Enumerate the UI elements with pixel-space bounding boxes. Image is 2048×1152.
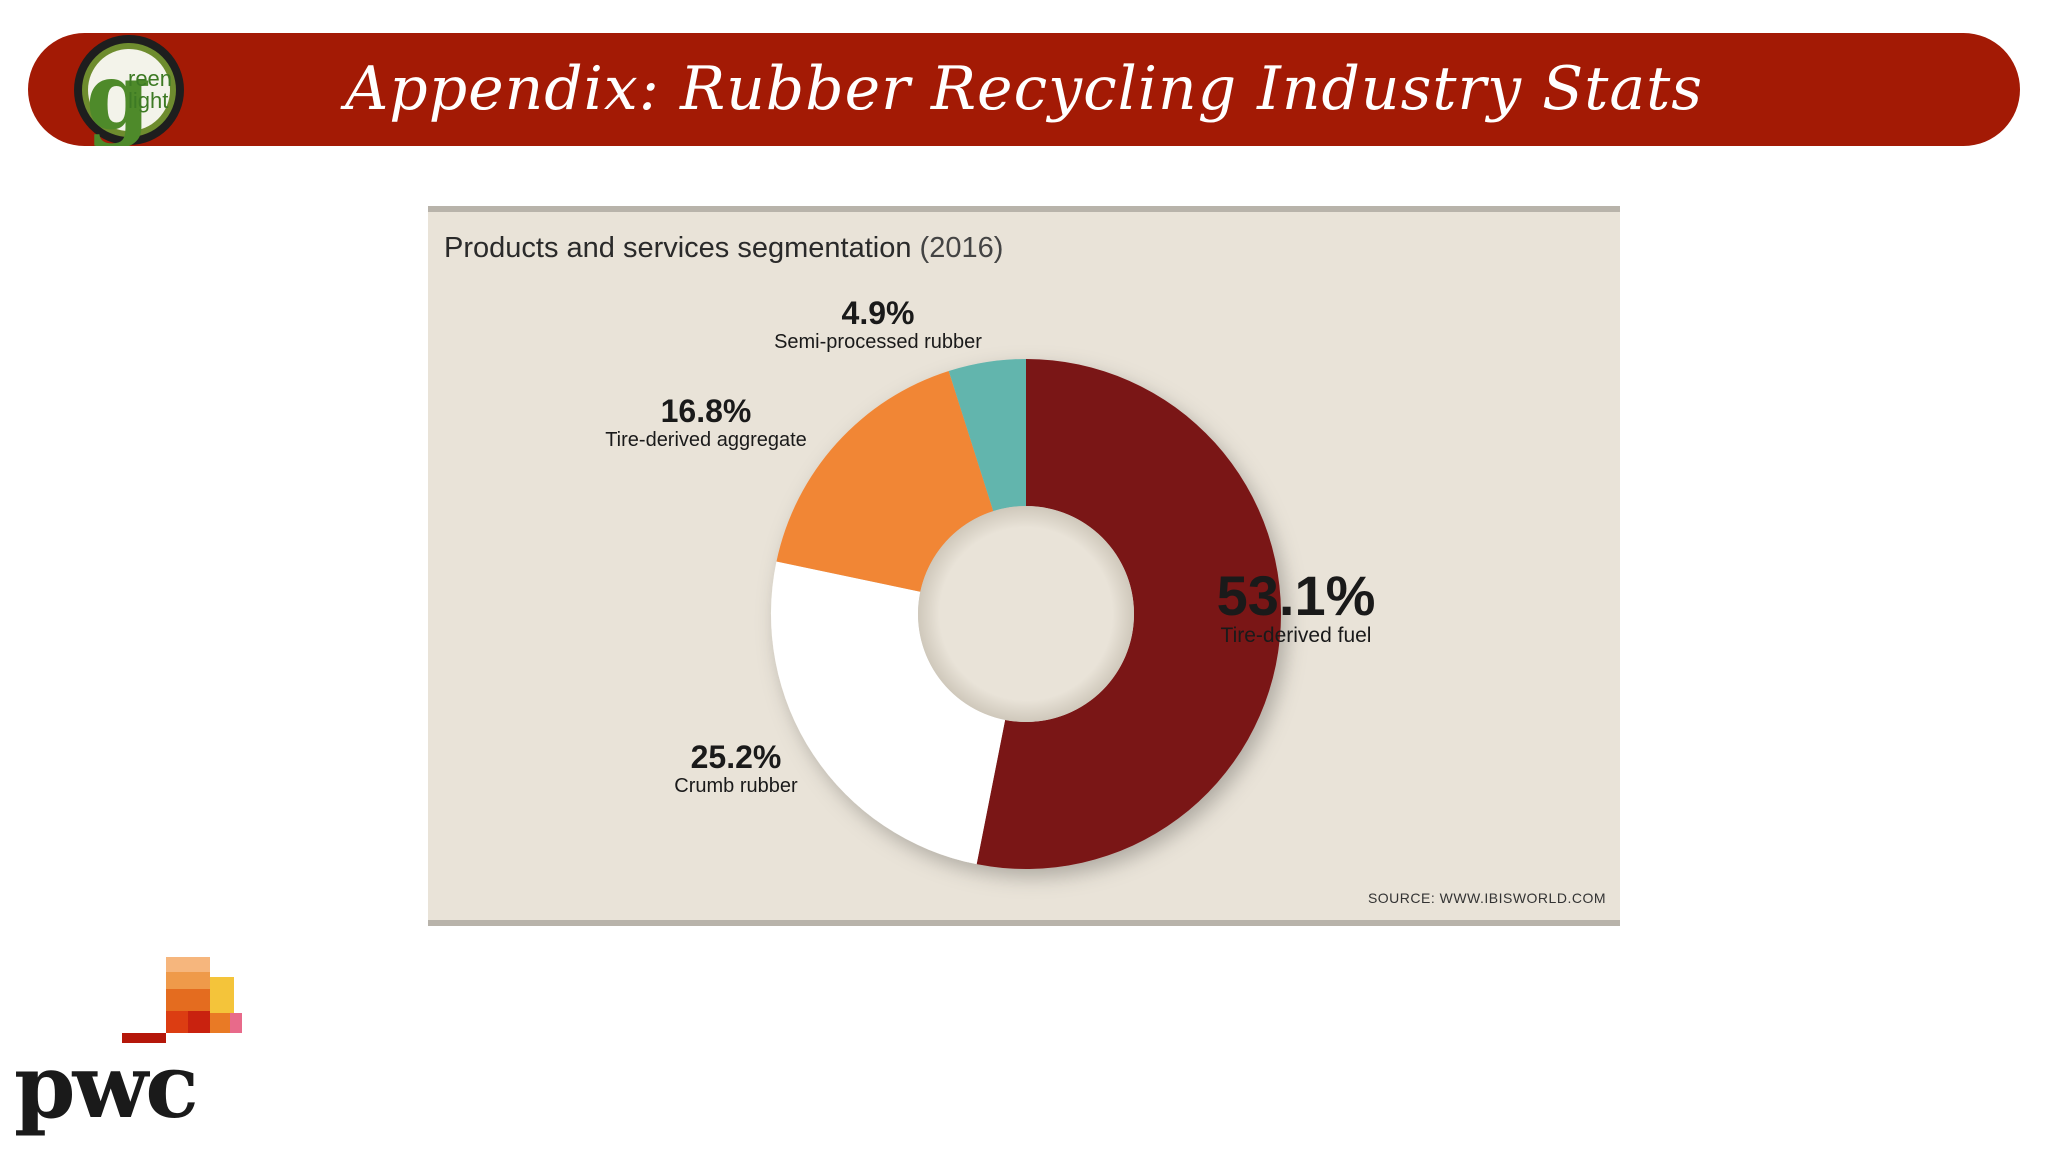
logo-line1: reen xyxy=(128,66,172,91)
label-semi-processed-rubber: 4.9% Semi-processed rubber xyxy=(774,295,982,353)
logo-line2: light xyxy=(128,88,168,113)
chart-panel: Products and services segmentation (2016… xyxy=(428,206,1620,926)
pct-tire-derived-aggregate: 16.8% xyxy=(661,393,752,429)
pct-semi-processed-rubber: 4.9% xyxy=(842,295,915,331)
logo-letter: g xyxy=(86,42,150,146)
slice-crumb-rubber xyxy=(771,561,1006,865)
chart-title: Products and services segmentation (2016… xyxy=(444,232,1003,265)
label-tire-derived-fuel: 53.1% Tire-derived fuel xyxy=(1217,564,1376,647)
slide-title: Appendix: Rubber Recycling Industry Stat… xyxy=(344,54,1704,124)
pwc-logo: pwc xyxy=(14,957,242,1138)
name-semi-processed-rubber: Semi-processed rubber xyxy=(774,331,982,353)
slice-tire-derived-aggregate xyxy=(776,370,994,592)
name-tire-derived-aggregate: Tire-derived aggregate xyxy=(605,429,807,451)
greenlight-logo: g reen light xyxy=(74,35,184,146)
slice-tire-derived-fuel xyxy=(976,359,1281,869)
slice-semi-processed-rubber xyxy=(948,359,1026,512)
pct-crumb-rubber: 25.2% xyxy=(691,739,782,775)
header-bar xyxy=(28,33,2020,146)
name-tire-derived-fuel: Tire-derived fuel xyxy=(1221,624,1372,647)
name-crumb-rubber: Crumb rubber xyxy=(674,775,798,797)
chart-title-year: (2016) xyxy=(919,232,1004,264)
donut-chart: 53.1% Tire-derived fuel 25.2% Crumb rubb… xyxy=(605,295,1376,869)
label-tire-derived-aggregate: 16.8% Tire-derived aggregate xyxy=(605,393,807,451)
donut-hole xyxy=(918,506,1134,722)
pct-tire-derived-fuel: 53.1% xyxy=(1217,564,1376,627)
label-crumb-rubber: 25.2% Crumb rubber xyxy=(674,739,798,797)
pwc-wordmark: pwc xyxy=(14,1034,196,1138)
chart-source: SOURCE: WWW.IBISWORLD.COM xyxy=(1367,890,1606,906)
chart-title-text: Products and services segmentation xyxy=(444,232,912,264)
